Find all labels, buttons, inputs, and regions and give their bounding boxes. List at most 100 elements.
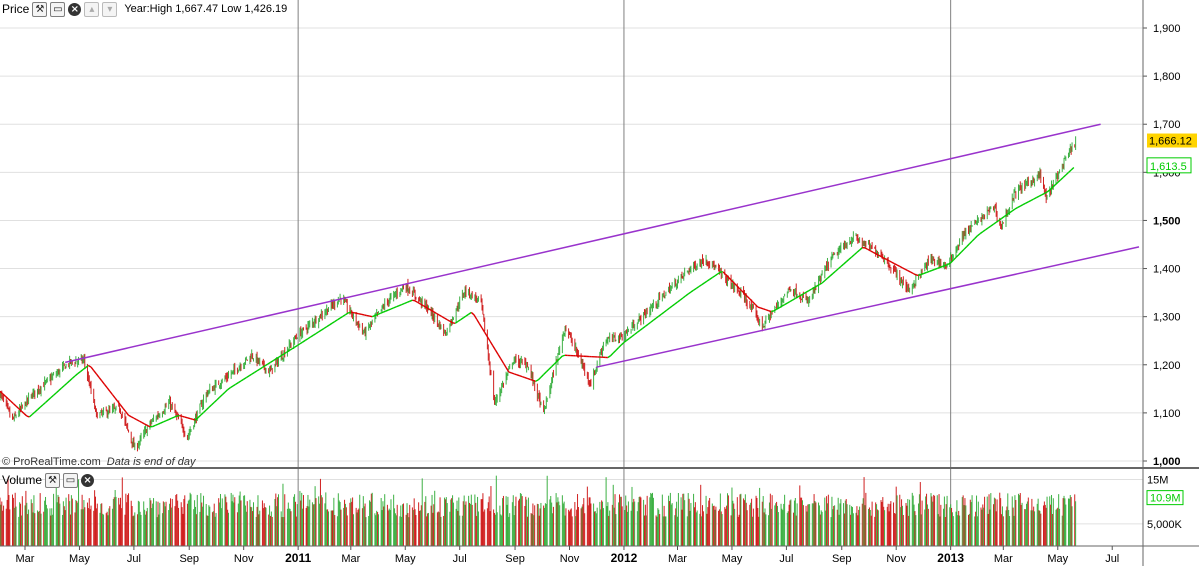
moving-average-segment <box>478 323 483 329</box>
moving-average-segment <box>971 237 976 242</box>
moving-average-segment <box>543 371 547 376</box>
moving-average-segment <box>813 285 818 289</box>
moving-average-segment <box>197 414 202 419</box>
moving-average-segment <box>34 409 38 413</box>
moving-average-segment <box>931 268 935 272</box>
moving-average-segment <box>701 282 705 286</box>
price-tick-label: 1,300 <box>1153 312 1181 324</box>
moving-average-segment <box>516 374 520 377</box>
moving-average-segment <box>888 260 893 263</box>
moving-average-segment <box>345 312 349 316</box>
moving-average-segment <box>687 291 692 295</box>
moving-average-segment <box>698 284 703 288</box>
x-tick-label: Mar <box>341 553 360 565</box>
window-icon[interactable]: ▭ <box>63 472 79 488</box>
moving-average-segment <box>200 411 205 416</box>
moving-average-segment <box>385 309 389 312</box>
moving-average-segment <box>168 417 172 421</box>
moving-average-segment <box>189 417 193 421</box>
moving-average-segment <box>492 345 497 351</box>
moving-average-segment <box>95 373 100 378</box>
volume-tick-label: 15M <box>1147 474 1168 486</box>
price-panel-title: Price <box>2 2 30 16</box>
moving-average-segment <box>398 303 402 307</box>
moving-average-segment <box>976 233 981 237</box>
moving-average-segment <box>251 371 255 375</box>
close-icon[interactable]: × <box>68 2 82 16</box>
moving-average-segment <box>396 305 400 308</box>
moving-average-segment <box>950 259 954 264</box>
moving-average-segment <box>773 308 777 312</box>
moving-average-segment <box>457 319 461 323</box>
down-icon[interactable]: ▾ <box>102 1 118 17</box>
moving-average-segment <box>626 337 630 341</box>
moving-average-segment <box>454 320 459 324</box>
moving-average-segment <box>187 417 191 420</box>
moving-average-segment <box>685 293 689 297</box>
moving-average-segment <box>853 251 858 256</box>
x-tick-label: Jul <box>127 553 141 565</box>
moving-average-segment <box>63 382 68 387</box>
moving-average-segment <box>832 270 836 275</box>
up-icon[interactable]: ▴ <box>84 1 100 17</box>
wrench-icon[interactable]: ⚒ <box>32 1 48 17</box>
moving-average-segment <box>634 331 638 335</box>
moving-average-segment <box>703 280 708 284</box>
moving-average-segment <box>358 313 362 316</box>
moving-average-segment <box>776 307 780 310</box>
x-tick-label: Mar <box>16 553 35 565</box>
moving-average-segment <box>23 413 28 417</box>
moving-average-segment <box>669 305 673 309</box>
moving-average-segment <box>886 258 890 262</box>
moving-average-segment <box>947 262 952 266</box>
moving-average-segment <box>101 380 105 385</box>
x-tick-label: Sep <box>179 553 199 565</box>
moving-average-segment <box>318 329 322 333</box>
volume-last-label: 10.9M <box>1150 493 1181 505</box>
moving-average-segment <box>837 265 842 270</box>
moving-average-segment <box>195 417 199 421</box>
moving-average-segment <box>706 278 711 282</box>
x-tick-label: Jul <box>453 553 467 565</box>
moving-average-segment <box>725 274 729 278</box>
moving-average-segment <box>519 375 523 378</box>
moving-average-segment <box>722 271 727 276</box>
moving-average-segment <box>364 314 368 317</box>
moving-average-segment <box>224 389 229 393</box>
moving-average-segment <box>85 364 89 369</box>
moving-average-segment <box>910 271 914 275</box>
moving-average-segment <box>797 294 802 298</box>
moving-average-segment <box>658 313 662 317</box>
moving-average-segment <box>505 367 510 373</box>
moving-average-segment <box>805 290 810 293</box>
moving-average-segment <box>1001 216 1005 220</box>
moving-average-segment <box>165 418 169 422</box>
window-icon[interactable]: ▭ <box>50 1 66 17</box>
moving-average-segment <box>945 263 949 267</box>
moving-average-segment <box>1041 192 1045 196</box>
moving-average-segment <box>952 256 957 261</box>
moving-average-segment <box>259 366 263 370</box>
moving-average-segment <box>768 309 772 313</box>
moving-average-segment <box>208 404 213 408</box>
close-icon[interactable]: × <box>81 473 95 487</box>
moving-average-segment <box>449 320 453 324</box>
moving-average-segment <box>66 380 71 384</box>
moving-average-segment <box>1044 191 1048 195</box>
wrench-icon[interactable]: ⚒ <box>45 472 61 488</box>
moving-average-segment <box>974 235 978 239</box>
x-tick-label: Nov <box>234 553 254 565</box>
moving-average-segment <box>902 267 906 270</box>
moving-average-segment <box>353 311 357 314</box>
moving-average-segment <box>912 272 917 276</box>
moving-average-segment <box>369 315 373 318</box>
price-tick-label: 1,900 <box>1153 23 1181 35</box>
moving-average-segment <box>652 317 657 321</box>
moving-average-segment <box>296 343 301 347</box>
moving-average-segment <box>163 420 167 423</box>
moving-average-segment <box>899 265 903 269</box>
moving-average-segment <box>993 221 997 225</box>
moving-average-segment <box>553 360 558 365</box>
moving-average-segment <box>138 420 143 424</box>
moving-average-segment <box>620 341 625 346</box>
